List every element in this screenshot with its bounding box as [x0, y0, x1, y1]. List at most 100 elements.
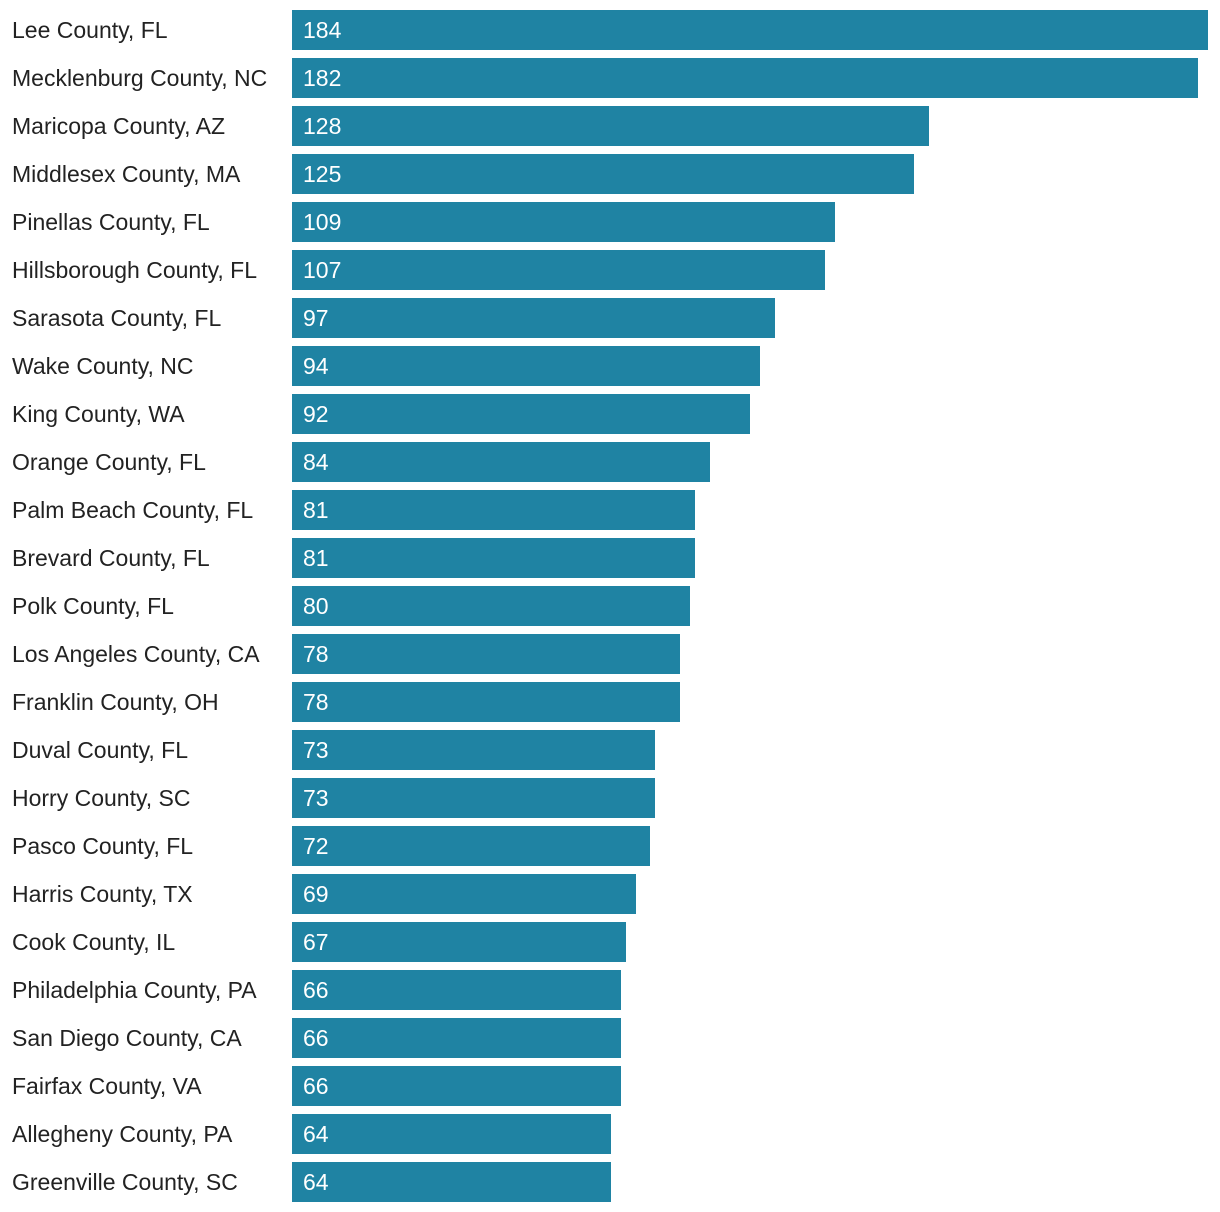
category-label: Orange County, FL — [12, 449, 206, 475]
bar-value-label: 73 — [303, 737, 329, 763]
category-label: Franklin County, OH — [12, 689, 219, 715]
bar-value-label: 64 — [303, 1121, 329, 1147]
bar-row: Sarasota County, FL 97 — [0, 298, 1220, 338]
bar: 67 — [292, 922, 626, 962]
bar-row: Philadelphia County, PA 66 — [0, 970, 1220, 1010]
bar: 72 — [292, 826, 650, 866]
bar: 69 — [292, 874, 636, 914]
bar-row: Pinellas County, FL 109 — [0, 202, 1220, 242]
category-label: Cook County, IL — [12, 929, 176, 955]
bar-value-label: 66 — [303, 977, 329, 1003]
bar-row: Polk County, FL 80 — [0, 586, 1220, 626]
category-label: San Diego County, CA — [12, 1025, 242, 1051]
bar: 107 — [292, 250, 825, 290]
bar-value-label: 84 — [303, 449, 329, 475]
bar-row: Brevard County, FL 81 — [0, 538, 1220, 578]
bar-row: Franklin County, OH 78 — [0, 682, 1220, 722]
bar-value-label: 125 — [303, 161, 342, 187]
bar-row: Middlesex County, MA 125 — [0, 154, 1220, 194]
category-label: Allegheny County, PA — [12, 1121, 233, 1147]
bar: 66 — [292, 970, 621, 1010]
category-label: Mecklenburg County, NC — [12, 65, 268, 91]
bar-row: King County, WA 92 — [0, 394, 1220, 434]
bar: 66 — [292, 1066, 621, 1106]
bar-row: Duval County, FL 73 — [0, 730, 1220, 770]
bar-value-label: 69 — [303, 881, 329, 907]
bar-row: Hillsborough County, FL 107 — [0, 250, 1220, 290]
category-label: Pinellas County, FL — [12, 209, 210, 235]
category-label: Middlesex County, MA — [12, 161, 241, 187]
category-label: Horry County, SC — [12, 785, 191, 811]
bar: 109 — [292, 202, 835, 242]
category-label: Philadelphia County, PA — [12, 977, 257, 1003]
bar-value-label: 80 — [303, 593, 329, 619]
bar-row: Los Angeles County, CA 78 — [0, 634, 1220, 674]
category-label: Lee County, FL — [12, 17, 168, 43]
bar-value-label: 67 — [303, 929, 329, 955]
bar-row: Orange County, FL 84 — [0, 442, 1220, 482]
bar-value-label: 78 — [303, 641, 329, 667]
category-label: Harris County, TX — [12, 881, 193, 907]
category-label: Los Angeles County, CA — [12, 641, 260, 667]
bar-row: Cook County, IL 67 — [0, 922, 1220, 962]
bar: 128 — [292, 106, 929, 146]
bar: 125 — [292, 154, 914, 194]
bar-row: Horry County, SC 73 — [0, 778, 1220, 818]
bar-value-label: 128 — [303, 113, 342, 139]
bar: 84 — [292, 442, 710, 482]
bar-value-label: 92 — [303, 401, 329, 427]
bar-value-label: 78 — [303, 689, 329, 715]
bar: 80 — [292, 586, 690, 626]
bar-value-label: 66 — [303, 1073, 329, 1099]
bar-row: Harris County, TX 69 — [0, 874, 1220, 914]
bar: 81 — [292, 490, 695, 530]
bar-row: Mecklenburg County, NC 182 — [0, 58, 1220, 98]
bar-row: Palm Beach County, FL 81 — [0, 490, 1220, 530]
category-label: Pasco County, FL — [12, 833, 194, 859]
bar-value-label: 72 — [303, 833, 329, 859]
bar-value-label: 81 — [303, 497, 329, 523]
category-label: Polk County, FL — [12, 593, 174, 619]
bar-value-label: 81 — [303, 545, 329, 571]
bar: 92 — [292, 394, 750, 434]
category-label: Hillsborough County, FL — [12, 257, 258, 283]
bar-value-label: 73 — [303, 785, 329, 811]
bar: 66 — [292, 1018, 621, 1058]
bar: 73 — [292, 778, 655, 818]
bar-value-label: 182 — [303, 65, 342, 91]
bar-value-label: 109 — [303, 209, 342, 235]
category-label: Greenville County, SC — [12, 1169, 238, 1195]
bar: 64 — [292, 1114, 611, 1154]
bar-row: Maricopa County, AZ 128 — [0, 106, 1220, 146]
bar-value-label: 94 — [303, 353, 329, 379]
category-label: Fairfax County, VA — [12, 1073, 202, 1099]
category-label: King County, WA — [12, 401, 185, 427]
bar-value-label: 64 — [303, 1169, 329, 1195]
category-label: Maricopa County, AZ — [12, 113, 226, 139]
bar-row: Pasco County, FL 72 — [0, 826, 1220, 866]
category-label: Brevard County, FL — [12, 545, 210, 571]
bar-value-label: 97 — [303, 305, 329, 331]
bar-value-label: 66 — [303, 1025, 329, 1051]
category-label: Palm Beach County, FL — [12, 497, 254, 523]
bar: 182 — [292, 58, 1198, 98]
bar-row: Allegheny County, PA 64 — [0, 1114, 1220, 1154]
bar: 184 — [292, 10, 1208, 50]
category-label: Wake County, NC — [12, 353, 194, 379]
bar: 94 — [292, 346, 760, 386]
bar: 81 — [292, 538, 695, 578]
bar-row: Greenville County, SC 64 — [0, 1162, 1220, 1202]
bar-row: Lee County, FL 184 — [0, 10, 1220, 50]
category-label: Duval County, FL — [12, 737, 188, 763]
bar: 78 — [292, 682, 680, 722]
bar-value-label: 184 — [303, 17, 342, 43]
bar-row: Wake County, NC 94 — [0, 346, 1220, 386]
bar-value-label: 107 — [303, 257, 342, 283]
bar: 78 — [292, 634, 680, 674]
category-label: Sarasota County, FL — [12, 305, 222, 331]
bar-row: San Diego County, CA 66 — [0, 1018, 1220, 1058]
bar: 97 — [292, 298, 775, 338]
bar-row: Fairfax County, VA 66 — [0, 1066, 1220, 1106]
bar: 73 — [292, 730, 655, 770]
